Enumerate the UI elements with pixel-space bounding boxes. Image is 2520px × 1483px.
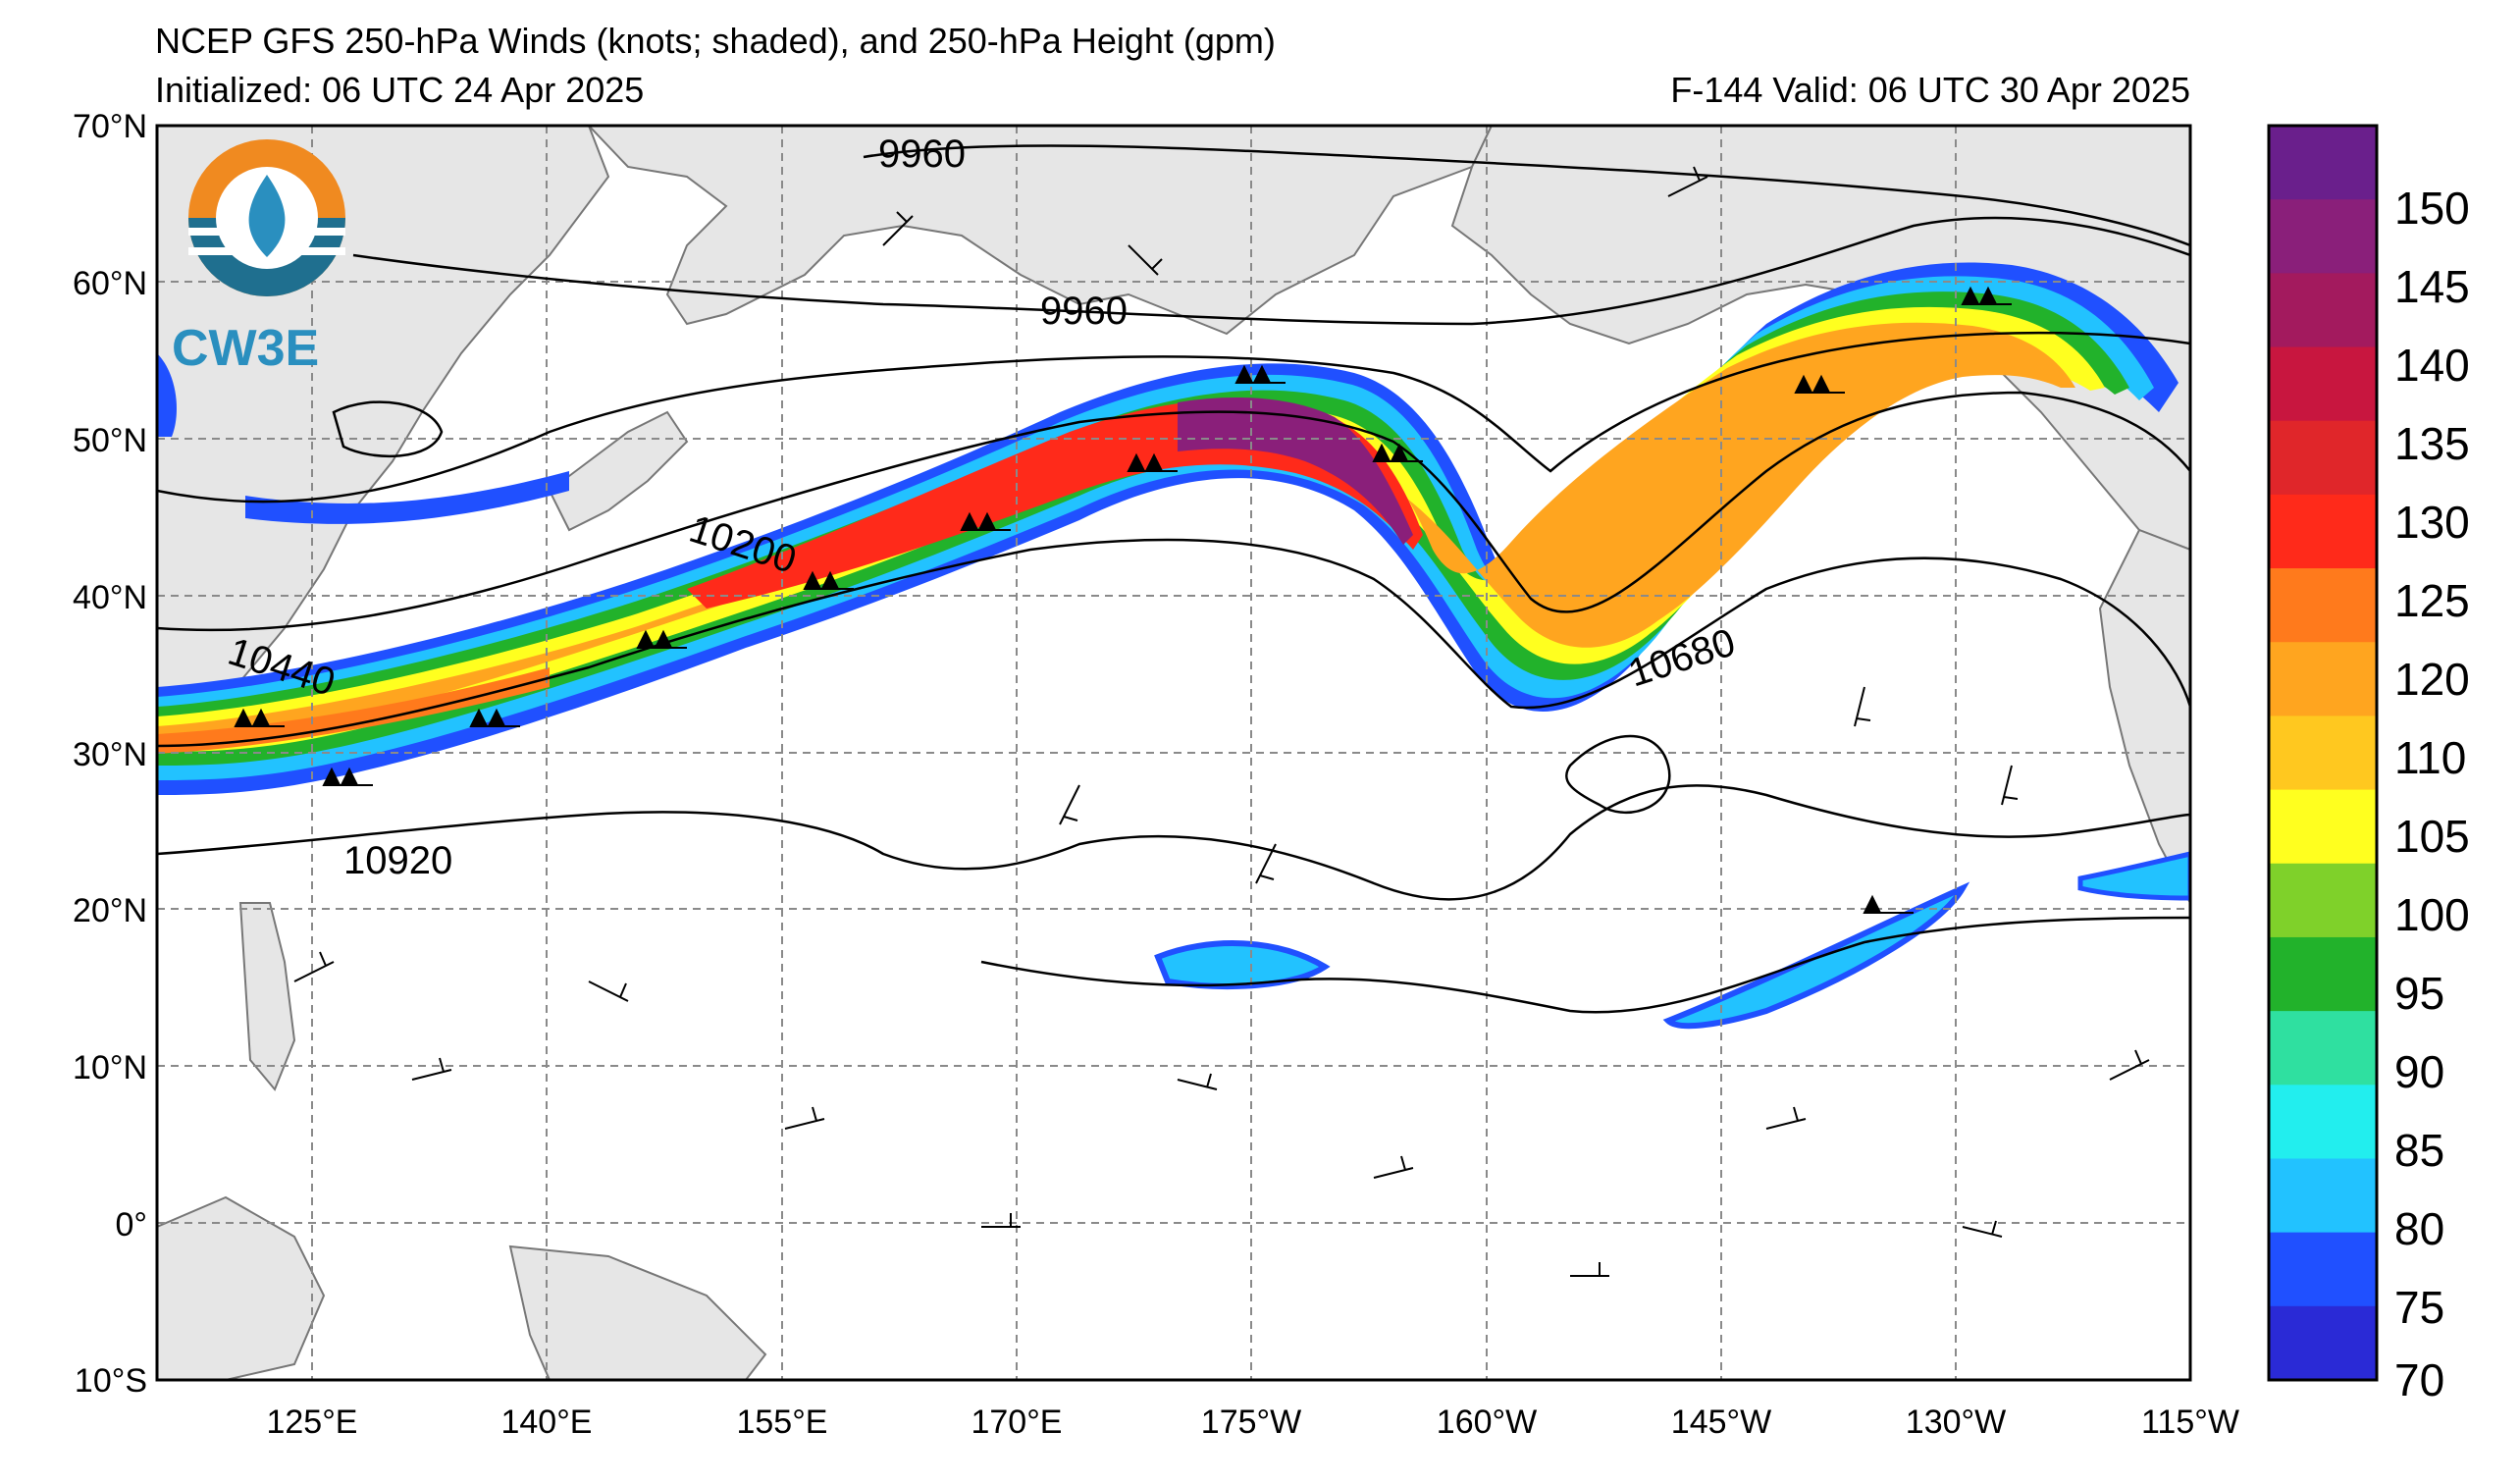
jet-orange xyxy=(157,322,2075,738)
lon-labels: 125°E 140°E 155°E 170°E 175°W 160°W 145°… xyxy=(266,1404,2238,1441)
colorbar-swatch xyxy=(2269,494,2377,569)
cw3e-logo: CW3E xyxy=(172,139,345,377)
colorbar-tick: 75 xyxy=(2394,1282,2444,1333)
colorbar-frame xyxy=(2267,124,2379,1382)
lat-label: 60°N xyxy=(73,265,147,302)
lon-label: 130°W xyxy=(1906,1404,2006,1441)
colorbar-swatch xyxy=(2269,642,2377,716)
lat-label: 10°N xyxy=(73,1049,147,1086)
contour-label-10920: 10920 xyxy=(343,839,452,882)
init-time: Initialized: 06 UTC 24 Apr 2025 xyxy=(155,70,645,110)
lon-label: 170°E xyxy=(971,1404,1062,1441)
colorbar-tick: 125 xyxy=(2394,575,2470,626)
lat-labels: 70°N 60°N 50°N 40°N 30°N 20°N 10°N 0° 10… xyxy=(73,108,147,1400)
colorbar-tick: 90 xyxy=(2394,1046,2444,1097)
wind-barbs xyxy=(234,166,2150,1277)
colorbar-swatch xyxy=(2269,126,2377,200)
colorbar-swatch xyxy=(2269,273,2377,348)
contour-label-9960-a: 9960 xyxy=(878,132,966,176)
lon-label: 140°E xyxy=(500,1404,592,1441)
colorbar-swatch xyxy=(2269,936,2377,1012)
contour-label-9960-b: 9960 xyxy=(1040,290,1128,333)
colorbar-tick: 130 xyxy=(2394,497,2470,548)
colorbar-tick: 140 xyxy=(2394,340,2470,391)
colorbar-swatch xyxy=(2269,715,2377,791)
lon-label: 115°W xyxy=(2141,1404,2239,1441)
map-title: NCEP GFS 250-hPa Winds (knots; shaded), … xyxy=(155,21,1276,61)
colorbar-tick: 120 xyxy=(2394,654,2470,705)
jet-north-asia xyxy=(245,471,569,524)
colorbar-swatches xyxy=(2269,126,2377,1381)
valid-time: F-144 Valid: 06 UTC 30 Apr 2025 xyxy=(1670,70,2190,110)
lon-label: 125°E xyxy=(266,1404,357,1441)
lon-label: 175°W xyxy=(1201,1404,1301,1441)
graticule xyxy=(157,126,2190,1380)
colorbar-swatch xyxy=(2269,1305,2377,1381)
jet-cyan xyxy=(157,276,2154,780)
colorbar-swatch xyxy=(2269,1158,2377,1234)
lat-label: 70°N xyxy=(73,108,147,145)
colorbar-swatch xyxy=(2269,863,2377,938)
lon-label: 160°W xyxy=(1437,1404,1537,1441)
map-frame xyxy=(155,124,2192,1382)
jet-west-core xyxy=(157,667,550,754)
jet-north-asia-2 xyxy=(157,353,177,437)
jet-subtropical-3 xyxy=(2077,851,2190,901)
colorbar-swatch xyxy=(2269,568,2377,643)
lat-label: 10°S xyxy=(75,1362,147,1400)
colorbar-tick: 145 xyxy=(2394,261,2470,312)
colorbar-tick: 150 xyxy=(2394,183,2470,234)
colorbar-tick: 105 xyxy=(2394,811,2470,862)
logo-text: CW3E xyxy=(172,320,319,377)
north-america-land xyxy=(2098,528,2190,904)
colorbar-ticks: 150 145 140 135 130 125 120 110 105 100 … xyxy=(2394,183,2470,1405)
colorbar-tick: 100 xyxy=(2394,889,2470,940)
japan-land xyxy=(548,410,689,532)
colorbar-swatch xyxy=(2269,789,2377,865)
jet-purple-core xyxy=(1178,397,1413,545)
colorbar-tick: 135 xyxy=(2394,418,2470,469)
height-contours xyxy=(157,144,2190,1014)
colorbar-tick: 110 xyxy=(2394,732,2466,783)
colorbar-swatch xyxy=(2269,346,2377,422)
map-panel: 9960 9960 10200 10440 10680 10920 xyxy=(155,124,2192,1382)
jet-red-core xyxy=(687,398,1423,609)
new-guinea-land xyxy=(508,1245,767,1380)
lon-label: 155°E xyxy=(736,1404,827,1441)
colorbar-tick: 85 xyxy=(2394,1125,2444,1176)
logo-drop-icon xyxy=(248,175,286,257)
indonesia-land xyxy=(157,1195,326,1380)
colorbar: 150 145 140 135 130 125 120 110 105 100 … xyxy=(2267,124,2470,1405)
lat-label: 20°N xyxy=(73,892,147,929)
colorbar-tick: 80 xyxy=(2394,1203,2444,1254)
lat-label: 50°N xyxy=(73,422,147,459)
colorbar-swatch xyxy=(2269,199,2377,274)
lat-label: 0° xyxy=(115,1206,147,1244)
colorbar-swatch xyxy=(2269,1011,2377,1086)
siberia-land xyxy=(587,126,1494,336)
lat-label: 30°N xyxy=(73,736,147,773)
colorbar-swatch xyxy=(2269,1085,2377,1159)
colorbar-swatch xyxy=(2269,420,2377,496)
lat-label: 40°N xyxy=(73,579,147,616)
colorbar-tick: 95 xyxy=(2394,968,2444,1019)
lon-label: 145°W xyxy=(1671,1404,1771,1441)
colorbar-tick: 70 xyxy=(2394,1354,2444,1405)
colorbar-swatch xyxy=(2269,1232,2377,1307)
